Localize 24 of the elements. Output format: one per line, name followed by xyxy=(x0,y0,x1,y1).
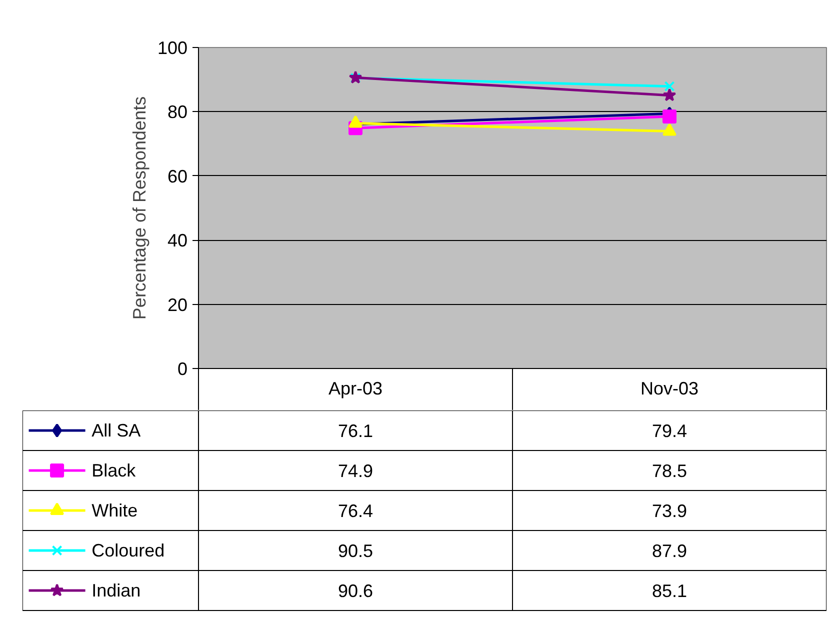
legend-label: White xyxy=(92,500,138,520)
y-tick-label: 0 xyxy=(177,359,188,379)
data-label: 90.5 xyxy=(338,541,374,561)
data-label: 76.4 xyxy=(338,501,374,521)
data-label: 85.1 xyxy=(652,581,688,601)
data-label: 79.4 xyxy=(652,421,688,441)
legend-label: All SA xyxy=(92,420,141,440)
y-tick-label: 20 xyxy=(167,294,188,315)
data-label: 73.9 xyxy=(652,501,688,521)
data-label: 76.1 xyxy=(338,421,374,441)
data-label: 90.6 xyxy=(338,581,374,601)
y-tick-label: 60 xyxy=(167,166,188,186)
x-tick-label: Apr-03 xyxy=(328,378,383,398)
legend-label: Indian xyxy=(92,580,141,600)
x-tick-label: Nov-03 xyxy=(640,378,699,398)
legend-label: Black xyxy=(92,460,137,480)
data-label: 74.9 xyxy=(338,461,374,481)
data-label: 87.9 xyxy=(652,541,688,561)
data-label: 78.5 xyxy=(652,461,688,481)
y-tick-label: 80 xyxy=(167,102,188,122)
y-tick-label: 40 xyxy=(167,230,188,251)
legend-label: Coloured xyxy=(92,540,165,560)
y-axis-title: Percentage of Respondents xyxy=(129,96,150,320)
y-tick-label: 100 xyxy=(157,38,188,58)
